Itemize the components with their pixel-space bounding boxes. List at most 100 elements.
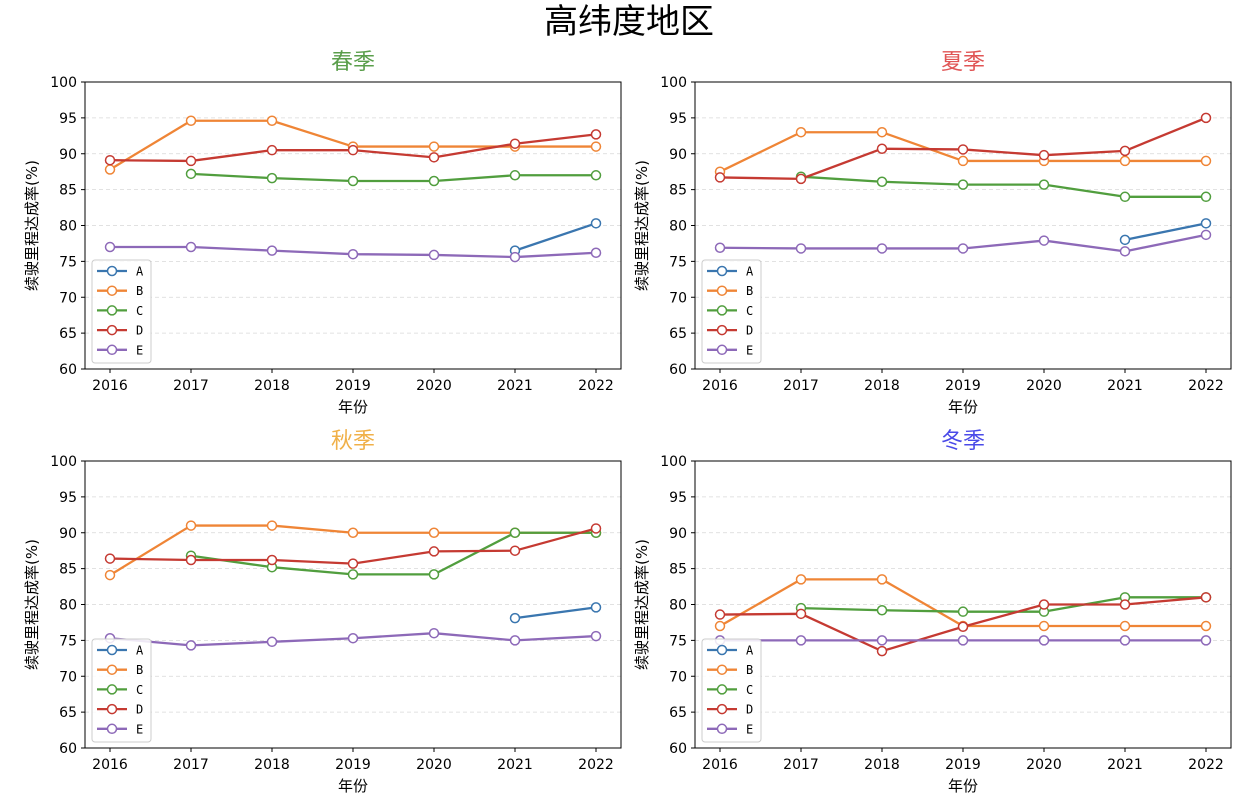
legend-swatch-marker — [106, 285, 118, 296]
y-tick-label: 100 — [50, 75, 77, 91]
data-point — [1038, 235, 1050, 246]
x-tick-label: 2017 — [173, 378, 209, 394]
series-E — [714, 229, 1212, 257]
x-tick-label: 2018 — [254, 378, 290, 394]
x-tick-label: 2019 — [945, 378, 981, 394]
y-tick-label: 100 — [660, 454, 687, 470]
y-tick-label: 85 — [669, 562, 687, 578]
x-tick-label: 2018 — [254, 757, 290, 773]
data-point — [957, 243, 969, 254]
data-point — [876, 126, 888, 138]
legend-swatch-marker — [106, 644, 118, 656]
y-tick-label: 100 — [50, 454, 77, 470]
y-tick-label: 75 — [59, 633, 77, 649]
y-tick-label: 65 — [669, 705, 687, 721]
x-tick-label: 2019 — [335, 757, 371, 773]
x-tick-label: 2020 — [416, 378, 452, 394]
x-tick-label: 2022 — [1188, 757, 1224, 773]
data-point — [428, 152, 440, 163]
data-point — [266, 144, 278, 156]
data-point — [266, 245, 278, 256]
data-point — [795, 574, 807, 585]
data-point — [957, 155, 969, 167]
legend-swatch-marker — [106, 684, 118, 695]
legend-swatch-marker — [716, 305, 728, 316]
series-line — [190, 172, 596, 183]
data-point — [876, 143, 888, 154]
series-C — [795, 171, 1212, 203]
series-E — [104, 627, 602, 651]
data-point — [590, 602, 602, 613]
data-point — [347, 248, 359, 260]
series-line — [1124, 222, 1207, 241]
legend-swatch-marker — [716, 684, 728, 695]
legend-swatch-marker — [106, 305, 118, 316]
y-tick-label: 70 — [669, 290, 687, 306]
data-point — [714, 620, 726, 632]
y-tick-label: 95 — [59, 490, 77, 506]
data-point — [957, 621, 969, 632]
y-axis-label: 续驶里程达成率(%) — [633, 160, 651, 291]
x-tick-label: 2017 — [783, 378, 819, 394]
y-tick-label: 80 — [59, 598, 77, 614]
data-point — [185, 155, 197, 167]
y-tick-label: 65 — [669, 326, 687, 342]
y-tick-label: 85 — [59, 562, 77, 578]
data-point — [509, 545, 521, 556]
x-axis-label: 年份 — [948, 398, 978, 416]
series-D — [104, 523, 602, 569]
y-tick-label: 75 — [669, 254, 687, 270]
data-point — [795, 635, 807, 646]
data-point — [876, 645, 888, 657]
legend-swatch-marker — [716, 664, 728, 675]
data-point — [590, 129, 602, 140]
y-axis-label: 续驶里程达成率(%) — [23, 539, 41, 670]
data-point — [104, 241, 116, 253]
data-point — [266, 115, 278, 126]
legend-label: E — [136, 343, 143, 357]
legend-swatch-marker — [716, 344, 728, 356]
y-tick-label: 65 — [59, 705, 77, 721]
data-point — [1038, 620, 1050, 632]
legend-swatch-marker — [106, 664, 118, 675]
data-point — [714, 242, 726, 253]
data-point — [590, 141, 602, 152]
data-point — [1200, 218, 1212, 229]
data-point — [428, 527, 440, 538]
data-point — [104, 553, 116, 564]
data-point — [509, 251, 521, 263]
series-line — [190, 531, 596, 576]
panel-title: 冬季 — [941, 429, 985, 454]
figure-title: 高纬度地区 — [544, 2, 714, 42]
y-tick-label: 65 — [59, 326, 77, 342]
data-point — [957, 144, 969, 155]
data-point — [1200, 635, 1212, 646]
panel-title: 夏季 — [941, 50, 985, 75]
series-D — [714, 592, 1212, 657]
data-point — [185, 554, 197, 566]
legend-label: C — [136, 304, 143, 318]
x-tick-label: 2022 — [578, 757, 614, 773]
legend-label: C — [746, 304, 753, 318]
data-point — [1038, 149, 1050, 161]
data-point — [347, 527, 359, 538]
legend-label: B — [746, 284, 753, 298]
data-point — [1038, 635, 1050, 646]
y-tick-label: 75 — [669, 633, 687, 649]
y-tick-label: 80 — [669, 219, 687, 235]
x-tick-label: 2022 — [578, 378, 614, 394]
data-point — [428, 141, 440, 152]
data-point — [1119, 145, 1131, 157]
x-tick-label: 2021 — [1107, 378, 1143, 394]
data-point — [1200, 592, 1212, 603]
data-point — [509, 527, 521, 538]
legend-label: B — [746, 663, 753, 677]
x-tick-label: 2021 — [1107, 757, 1143, 773]
data-point — [590, 523, 602, 534]
data-point — [1119, 191, 1131, 203]
x-tick-label: 2020 — [416, 757, 452, 773]
data-point — [1119, 599, 1131, 610]
data-point — [266, 554, 278, 566]
data-point — [876, 574, 888, 585]
